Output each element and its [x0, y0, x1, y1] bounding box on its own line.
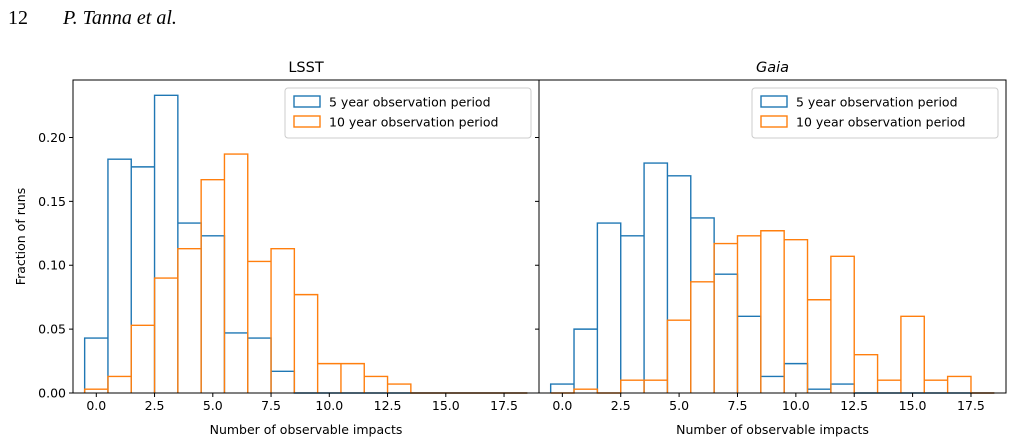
running-author: P. Tanna et al.: [63, 7, 177, 29]
lsst-y-axis-label: Fraction of runs: [13, 188, 28, 285]
lsst-legend-label-10yr: 10 year observation period: [329, 115, 498, 130]
lsst-ytick-label: 0.15: [38, 194, 66, 209]
lsst-xtick-label: 10.0: [315, 398, 343, 413]
lsst-ytick-label: 0.05: [38, 322, 66, 337]
gaia-chart-title: Gaia: [756, 60, 789, 76]
lsst-x-axis-label: Number of observable impacts: [210, 422, 403, 437]
gaia-x-axis-label: Number of observable impacts: [676, 422, 869, 437]
lsst-ytick-label: 0.20: [38, 130, 66, 145]
gaia-xtick-label: 12.5: [840, 398, 868, 413]
gaia-legend-box: [751, 87, 999, 139]
gaia-xtick-label: 2.5: [611, 398, 631, 413]
gaia-legend-swatch-5yr: [760, 95, 788, 108]
lsst-legend-box: [284, 87, 532, 139]
page-number: 12: [8, 7, 28, 29]
gaia-legend-label-10yr: 10 year observation period: [796, 115, 965, 130]
gaia-xtick-label: 5.0: [669, 398, 689, 413]
lsst-xtick-label: 2.5: [145, 398, 165, 413]
gaia-legend-label-5yr: 5 year observation period: [796, 95, 958, 110]
lsst-legend-swatch-10yr: [293, 115, 321, 128]
lsst-chart-title: LSST: [288, 60, 323, 76]
gaia-series-5yr-histogram: [549, 162, 995, 394]
lsst-series-5yr-histogram: [83, 94, 528, 394]
lsst-ytick-label: 0.10: [38, 258, 66, 273]
lsst-xtick-label: 12.5: [374, 398, 402, 413]
lsst-legend-label-5yr: 5 year observation period: [329, 95, 491, 110]
gaia-xtick-label: 0.0: [552, 398, 572, 413]
lsst-xtick-label: 5.0: [203, 398, 223, 413]
lsst-series-10yr-histogram: [83, 153, 528, 394]
lsst-xtick-label: 15.0: [432, 398, 460, 413]
gaia-series-10yr-histogram: [550, 230, 995, 394]
gaia-legend-swatch-10yr: [760, 115, 788, 128]
lsst-xtick-label: 17.5: [490, 398, 518, 413]
gaia-xtick-label: 15.0: [899, 398, 927, 413]
gaia-axes-frame: [538, 79, 1007, 394]
lsst-legend: 5 year observation period 10 year observa…: [284, 87, 532, 139]
lsst-ytick-label: 0.00: [38, 386, 66, 401]
gaia-xtick-label: 7.5: [728, 398, 748, 413]
gaia-xtick-label: 17.5: [957, 398, 985, 413]
lsst-xtick-label: 7.5: [261, 398, 281, 413]
gaia-panel: 0.0 2.5 5.0 7.5 10.0 12.5 15.0 17.5 Gaia Number o…: [535, 60, 1007, 437]
lsst-xtick-label: 0.0: [86, 398, 106, 413]
lsst-panel: 0.0 2.5 5.0 7.5 10.0 12.5 15.0 17.5 0.00 0.05 0.10…: [13, 60, 540, 437]
lsst-legend-swatch-5yr: [293, 95, 321, 108]
gaia-legend: 5 year observation period 10 year observa…: [751, 87, 999, 139]
page-header: 12 P. Tanna et al.: [0, 0, 1014, 40]
gaia-xtick-label: 10.0: [782, 398, 810, 413]
